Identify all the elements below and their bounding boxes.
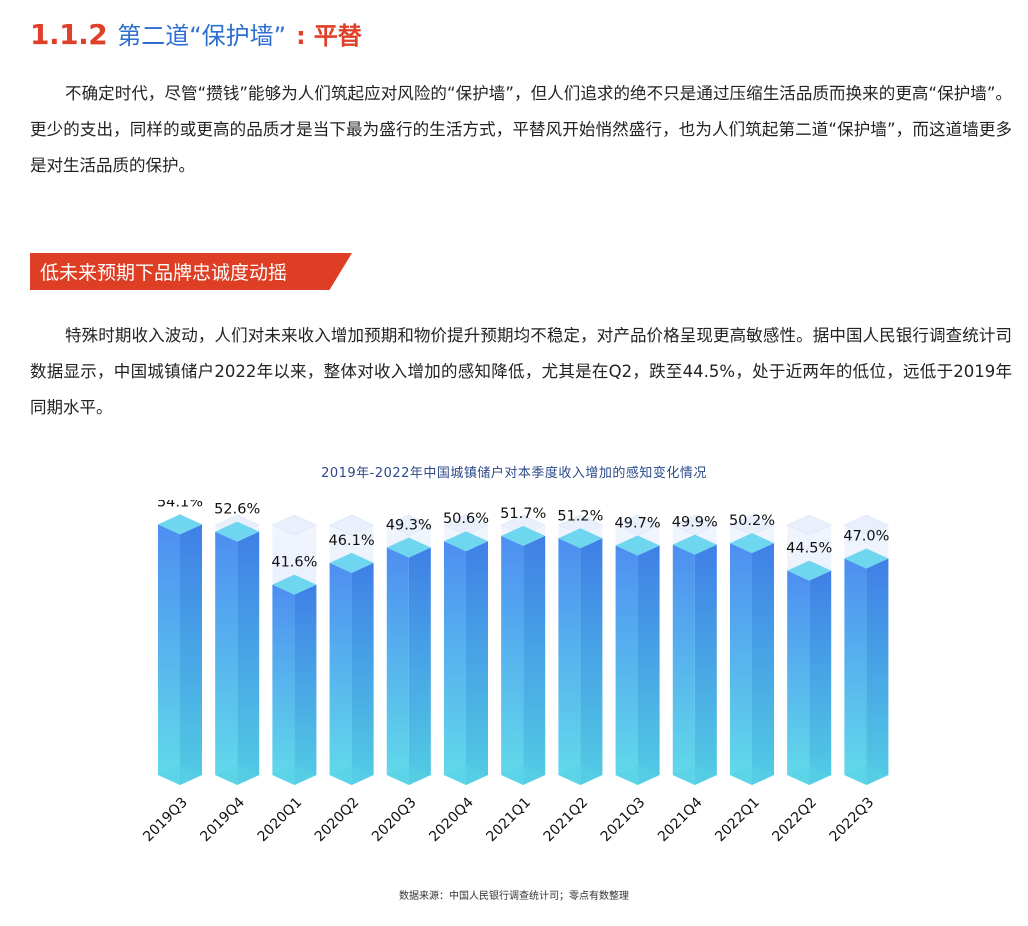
bar (501, 535, 524, 785)
data-source-note: 数据来源：中国人民银行调查统计司；零点有数整理 (399, 891, 629, 902)
bar-base (158, 765, 202, 785)
title-separator: : (296, 22, 306, 50)
bar-side (466, 541, 488, 785)
data-label: 44.5% (786, 541, 832, 557)
bar-ghost-cap (271, 514, 318, 536)
bar-base (501, 765, 546, 785)
bar-ghost-cap (614, 514, 661, 536)
data-label: 41.6% (271, 555, 317, 571)
bar-chart: 54.1% 2019Q3 52.6% 2019Q4 41.6% 2020Q1 46.1% 20… (140, 500, 890, 846)
data-label: 49.7% (615, 516, 661, 532)
bar-ghost-cap (443, 514, 489, 536)
x-tick-label: 2019Q4 (197, 794, 248, 845)
bar (444, 541, 466, 785)
section-title: 第二道“保护墙” (117, 22, 287, 50)
bar-base (730, 765, 774, 785)
bar-side (637, 545, 660, 785)
chart-title: 2019年-2022年中国城镇储户对本季度收入增加的感知变化情况 (321, 466, 707, 481)
x-tick-label: 2021Q2 (541, 795, 592, 846)
bar-cap (215, 521, 260, 542)
x-tick-label: 2020Q2 (312, 795, 363, 846)
bar (386, 547, 409, 785)
bar-ghost-cap (729, 514, 775, 536)
bar-ghost-cap (328, 514, 375, 536)
bar (615, 545, 638, 785)
bar-side (809, 570, 832, 785)
data-label: 54.1% (157, 500, 203, 510)
bar-side (694, 544, 717, 785)
bar-base (844, 765, 889, 785)
data-label: 51.2% (557, 508, 603, 524)
bar-base (444, 765, 488, 785)
bar-base (386, 765, 431, 785)
bar (730, 543, 752, 785)
x-tick-label: 2021Q4 (655, 794, 706, 845)
bar-side (523, 535, 546, 785)
bar-side (294, 584, 317, 785)
data-label: 47.0% (843, 529, 889, 545)
data-label: 50.6% (443, 511, 489, 527)
bar (558, 538, 581, 785)
bar-base (615, 765, 660, 785)
bar-base (787, 765, 832, 785)
bar (272, 584, 295, 785)
data-label: 50.2% (729, 513, 775, 529)
section-number: 1.1.2 (30, 18, 108, 51)
bar (215, 531, 238, 785)
bar (787, 570, 810, 785)
body-paragraph: 特殊时期收入波动，人们对未来收入增加预期和物价提升预期均不稳定，对产品价格呈现更… (30, 326, 1012, 417)
x-tick-label: 2021Q3 (598, 795, 649, 846)
bar-ghost-cap (386, 514, 432, 536)
data-label: 49.3% (386, 517, 432, 533)
data-label: 52.6% (214, 502, 260, 518)
bar-cap (158, 514, 202, 535)
section-subtitle: 平替 (313, 22, 362, 50)
bar-base (672, 765, 717, 785)
bar-base (329, 765, 374, 785)
bar-side (180, 524, 202, 785)
bar-side (408, 547, 431, 785)
bar (329, 562, 352, 785)
bar-cap (386, 537, 431, 558)
subsection-tag: 低未来预期下品牌忠诚度动摇 (30, 253, 352, 290)
bar (844, 558, 867, 785)
bar-cap (272, 574, 317, 595)
bar-side (351, 562, 374, 785)
data-label: 49.9% (672, 515, 718, 531)
data-label: 51.7% (500, 506, 546, 522)
bar (672, 544, 695, 785)
x-tick-label: 2022Q2 (769, 795, 820, 846)
bar (158, 524, 180, 785)
x-tick-label: 2020Q4 (426, 794, 477, 845)
x-tick-label: 2019Q3 (140, 795, 191, 846)
section-heading: 1.1.2 第二道“保护墙” : 平替 (30, 16, 362, 56)
bar-cap (501, 525, 546, 546)
data-label: 46.1% (329, 533, 375, 549)
bar-cap (329, 552, 374, 573)
bar-cap (844, 548, 889, 569)
bar-cap (558, 528, 603, 549)
bar-cap (615, 535, 660, 556)
bar-ghost-cap (786, 514, 832, 536)
bar-side (866, 558, 889, 785)
x-tick-label: 2022Q1 (712, 795, 763, 846)
bar-side (580, 538, 603, 785)
bar-side (752, 543, 774, 785)
bar-cap (787, 560, 832, 581)
bar-ghost-cap (843, 514, 890, 536)
bar-ghost-cap (672, 514, 718, 536)
bar-base (558, 765, 603, 785)
intro-paragraph: 不确定时代，尽管“攒钱”能够为人们筑起应对风险的“保护墙”，但人们追求的绝不只是… (30, 84, 1012, 175)
bar-cap (444, 531, 488, 552)
bar-base (215, 765, 260, 785)
bar-base (272, 765, 317, 785)
bar-side (237, 531, 260, 785)
bar-cap (730, 533, 774, 554)
bar-cap (672, 534, 717, 555)
x-tick-label: 2020Q3 (369, 795, 420, 846)
subsection-tag-label: 低未来预期下品牌忠诚度动摇 (40, 262, 288, 284)
x-tick-label: 2021Q1 (483, 795, 534, 846)
x-tick-label: 2022Q3 (827, 795, 878, 846)
x-tick-label: 2020Q1 (255, 795, 306, 846)
